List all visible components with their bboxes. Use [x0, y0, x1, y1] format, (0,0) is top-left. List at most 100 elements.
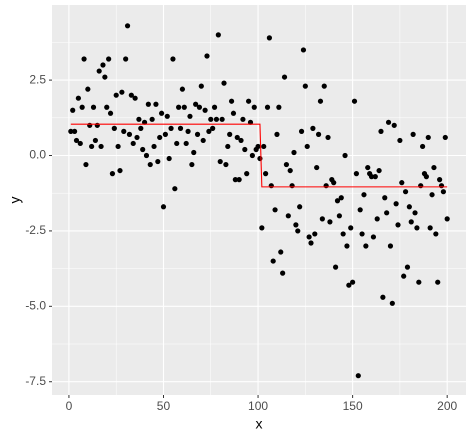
- point: [317, 98, 324, 104]
- point: [387, 243, 394, 249]
- point: [325, 134, 331, 141]
- point: [263, 171, 269, 177]
- point: [158, 110, 165, 116]
- point: [278, 249, 284, 255]
- point: [308, 240, 314, 246]
- point: [389, 300, 395, 306]
- point: [385, 119, 392, 125]
- point: [217, 158, 223, 165]
- point: [111, 125, 117, 131]
- point: [395, 222, 401, 228]
- point: [342, 152, 348, 159]
- point: [164, 113, 170, 119]
- point: [393, 201, 399, 207]
- point: [147, 161, 153, 168]
- x-axis-title: x: [256, 416, 263, 432]
- point: [179, 86, 186, 92]
- point: [272, 207, 278, 213]
- point: [162, 131, 168, 137]
- point: [72, 128, 78, 134]
- point: [96, 68, 102, 74]
- point: [75, 95, 81, 101]
- y-tick-label: -2.5: [25, 223, 46, 237]
- point: [440, 189, 446, 195]
- point: [136, 116, 142, 122]
- point: [304, 143, 310, 150]
- point: [323, 183, 329, 189]
- point: [418, 183, 424, 189]
- point: [419, 143, 426, 150]
- point: [70, 107, 76, 113]
- y-tick-label: -7.5: [25, 374, 46, 388]
- point: [312, 231, 318, 237]
- point: [104, 104, 110, 110]
- point: [92, 137, 99, 144]
- point: [176, 104, 182, 110]
- point: [276, 104, 282, 110]
- x-tick-label: 100: [248, 399, 268, 413]
- point: [433, 231, 439, 237]
- point: [355, 373, 361, 379]
- point: [350, 279, 356, 285]
- point: [194, 131, 201, 137]
- point: [382, 195, 388, 201]
- point: [255, 143, 261, 150]
- point: [257, 155, 263, 162]
- point: [123, 56, 129, 62]
- point: [79, 104, 85, 110]
- fit-line: [70, 123, 448, 188]
- point: [402, 189, 409, 195]
- point: [259, 225, 265, 231]
- point: [145, 101, 151, 107]
- point: [106, 56, 112, 62]
- point: [177, 125, 184, 131]
- panel: [52, 5, 466, 395]
- point: [115, 143, 121, 150]
- point: [172, 186, 178, 192]
- point: [219, 116, 225, 122]
- point: [357, 207, 363, 213]
- point: [89, 143, 95, 150]
- point: [289, 183, 295, 189]
- point: [310, 125, 316, 131]
- point: [128, 92, 134, 98]
- point: [204, 53, 210, 59]
- point: [83, 161, 89, 168]
- point: [251, 104, 257, 110]
- point: [228, 98, 235, 104]
- point: [232, 177, 238, 183]
- point: [437, 177, 443, 183]
- point: [121, 128, 127, 134]
- point: [348, 225, 354, 231]
- point: [406, 204, 412, 210]
- point: [196, 104, 203, 110]
- point: [100, 62, 106, 68]
- point: [391, 122, 397, 128]
- y-tick-label: 2.5: [29, 72, 46, 86]
- point: [202, 107, 208, 113]
- point: [274, 131, 280, 137]
- x-tick-label: 50: [157, 399, 171, 413]
- point: [230, 110, 237, 116]
- point: [376, 167, 382, 174]
- point: [151, 143, 157, 150]
- point: [174, 140, 180, 147]
- point: [380, 294, 386, 300]
- point: [297, 204, 303, 210]
- point: [206, 128, 212, 134]
- point: [113, 92, 119, 98]
- point: [240, 116, 246, 122]
- point: [77, 140, 83, 147]
- point: [68, 128, 74, 134]
- point: [211, 104, 218, 110]
- point: [223, 161, 229, 168]
- point: [215, 32, 221, 38]
- point: [334, 198, 341, 204]
- point: [117, 167, 123, 174]
- point: [291, 149, 297, 156]
- point: [414, 225, 420, 231]
- point: [119, 89, 125, 95]
- point: [423, 174, 429, 180]
- point: [109, 171, 116, 177]
